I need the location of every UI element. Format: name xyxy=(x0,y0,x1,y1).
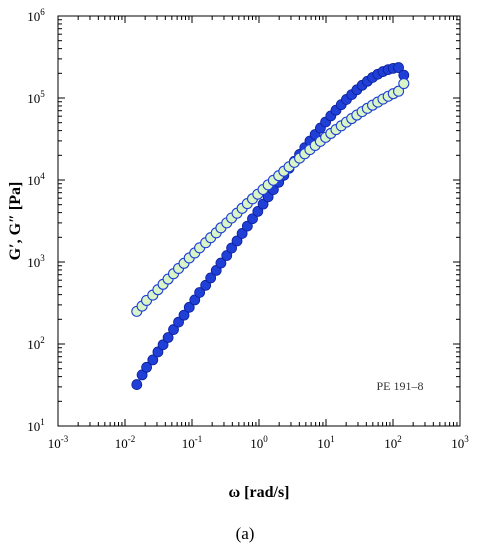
x-tick-label: 103 xyxy=(451,434,469,451)
data-point xyxy=(221,250,233,261)
series-layer xyxy=(131,62,410,390)
data-point xyxy=(189,294,201,306)
annotation-label: PE 191–8 xyxy=(376,379,423,393)
data-point xyxy=(131,379,143,390)
data-point xyxy=(231,235,243,247)
data-point xyxy=(178,309,190,321)
data-point xyxy=(398,78,410,90)
data-point xyxy=(252,206,264,217)
data-point xyxy=(147,354,159,366)
x-axis-title: ω [rad/s] xyxy=(228,484,289,501)
x-tick-label: 10-3 xyxy=(48,434,69,451)
y-axis-title: G′, G″ [Pa] xyxy=(7,182,24,261)
y-tick-label: 103 xyxy=(27,253,45,270)
x-tick-label: 10-1 xyxy=(182,434,203,451)
y-tick-label: 106 xyxy=(27,7,45,24)
data-point xyxy=(247,213,258,225)
x-tick-label: 100 xyxy=(250,434,268,451)
data-point xyxy=(393,62,404,73)
x-tick-label: 101 xyxy=(317,434,335,451)
data-point xyxy=(183,301,195,313)
x-tick-label: 10-2 xyxy=(115,434,136,451)
data-point xyxy=(241,220,253,232)
data-point xyxy=(392,85,405,97)
series-open xyxy=(131,78,410,317)
y-tick-label: 104 xyxy=(27,171,45,188)
data-point xyxy=(200,279,212,291)
figure-caption: (a) xyxy=(236,524,255,543)
data-point xyxy=(257,198,269,210)
data-point xyxy=(152,346,164,358)
y-tick-label: 105 xyxy=(27,89,45,106)
data-point xyxy=(205,272,217,284)
data-point xyxy=(168,324,179,335)
data-point xyxy=(194,287,206,298)
data-point xyxy=(162,332,174,343)
data-point xyxy=(236,228,248,239)
axis-ticks xyxy=(57,16,461,427)
tick-labels: 10-3 10-2 10-1 100 101 102 103 101 102 103 104 105 1… xyxy=(27,7,469,451)
data-point xyxy=(141,361,152,373)
x-tick-label: 102 xyxy=(384,434,402,451)
y-tick-label: 102 xyxy=(27,335,45,352)
y-tick-label: 101 xyxy=(27,417,45,434)
data-point xyxy=(215,257,227,269)
data-point xyxy=(226,242,238,254)
